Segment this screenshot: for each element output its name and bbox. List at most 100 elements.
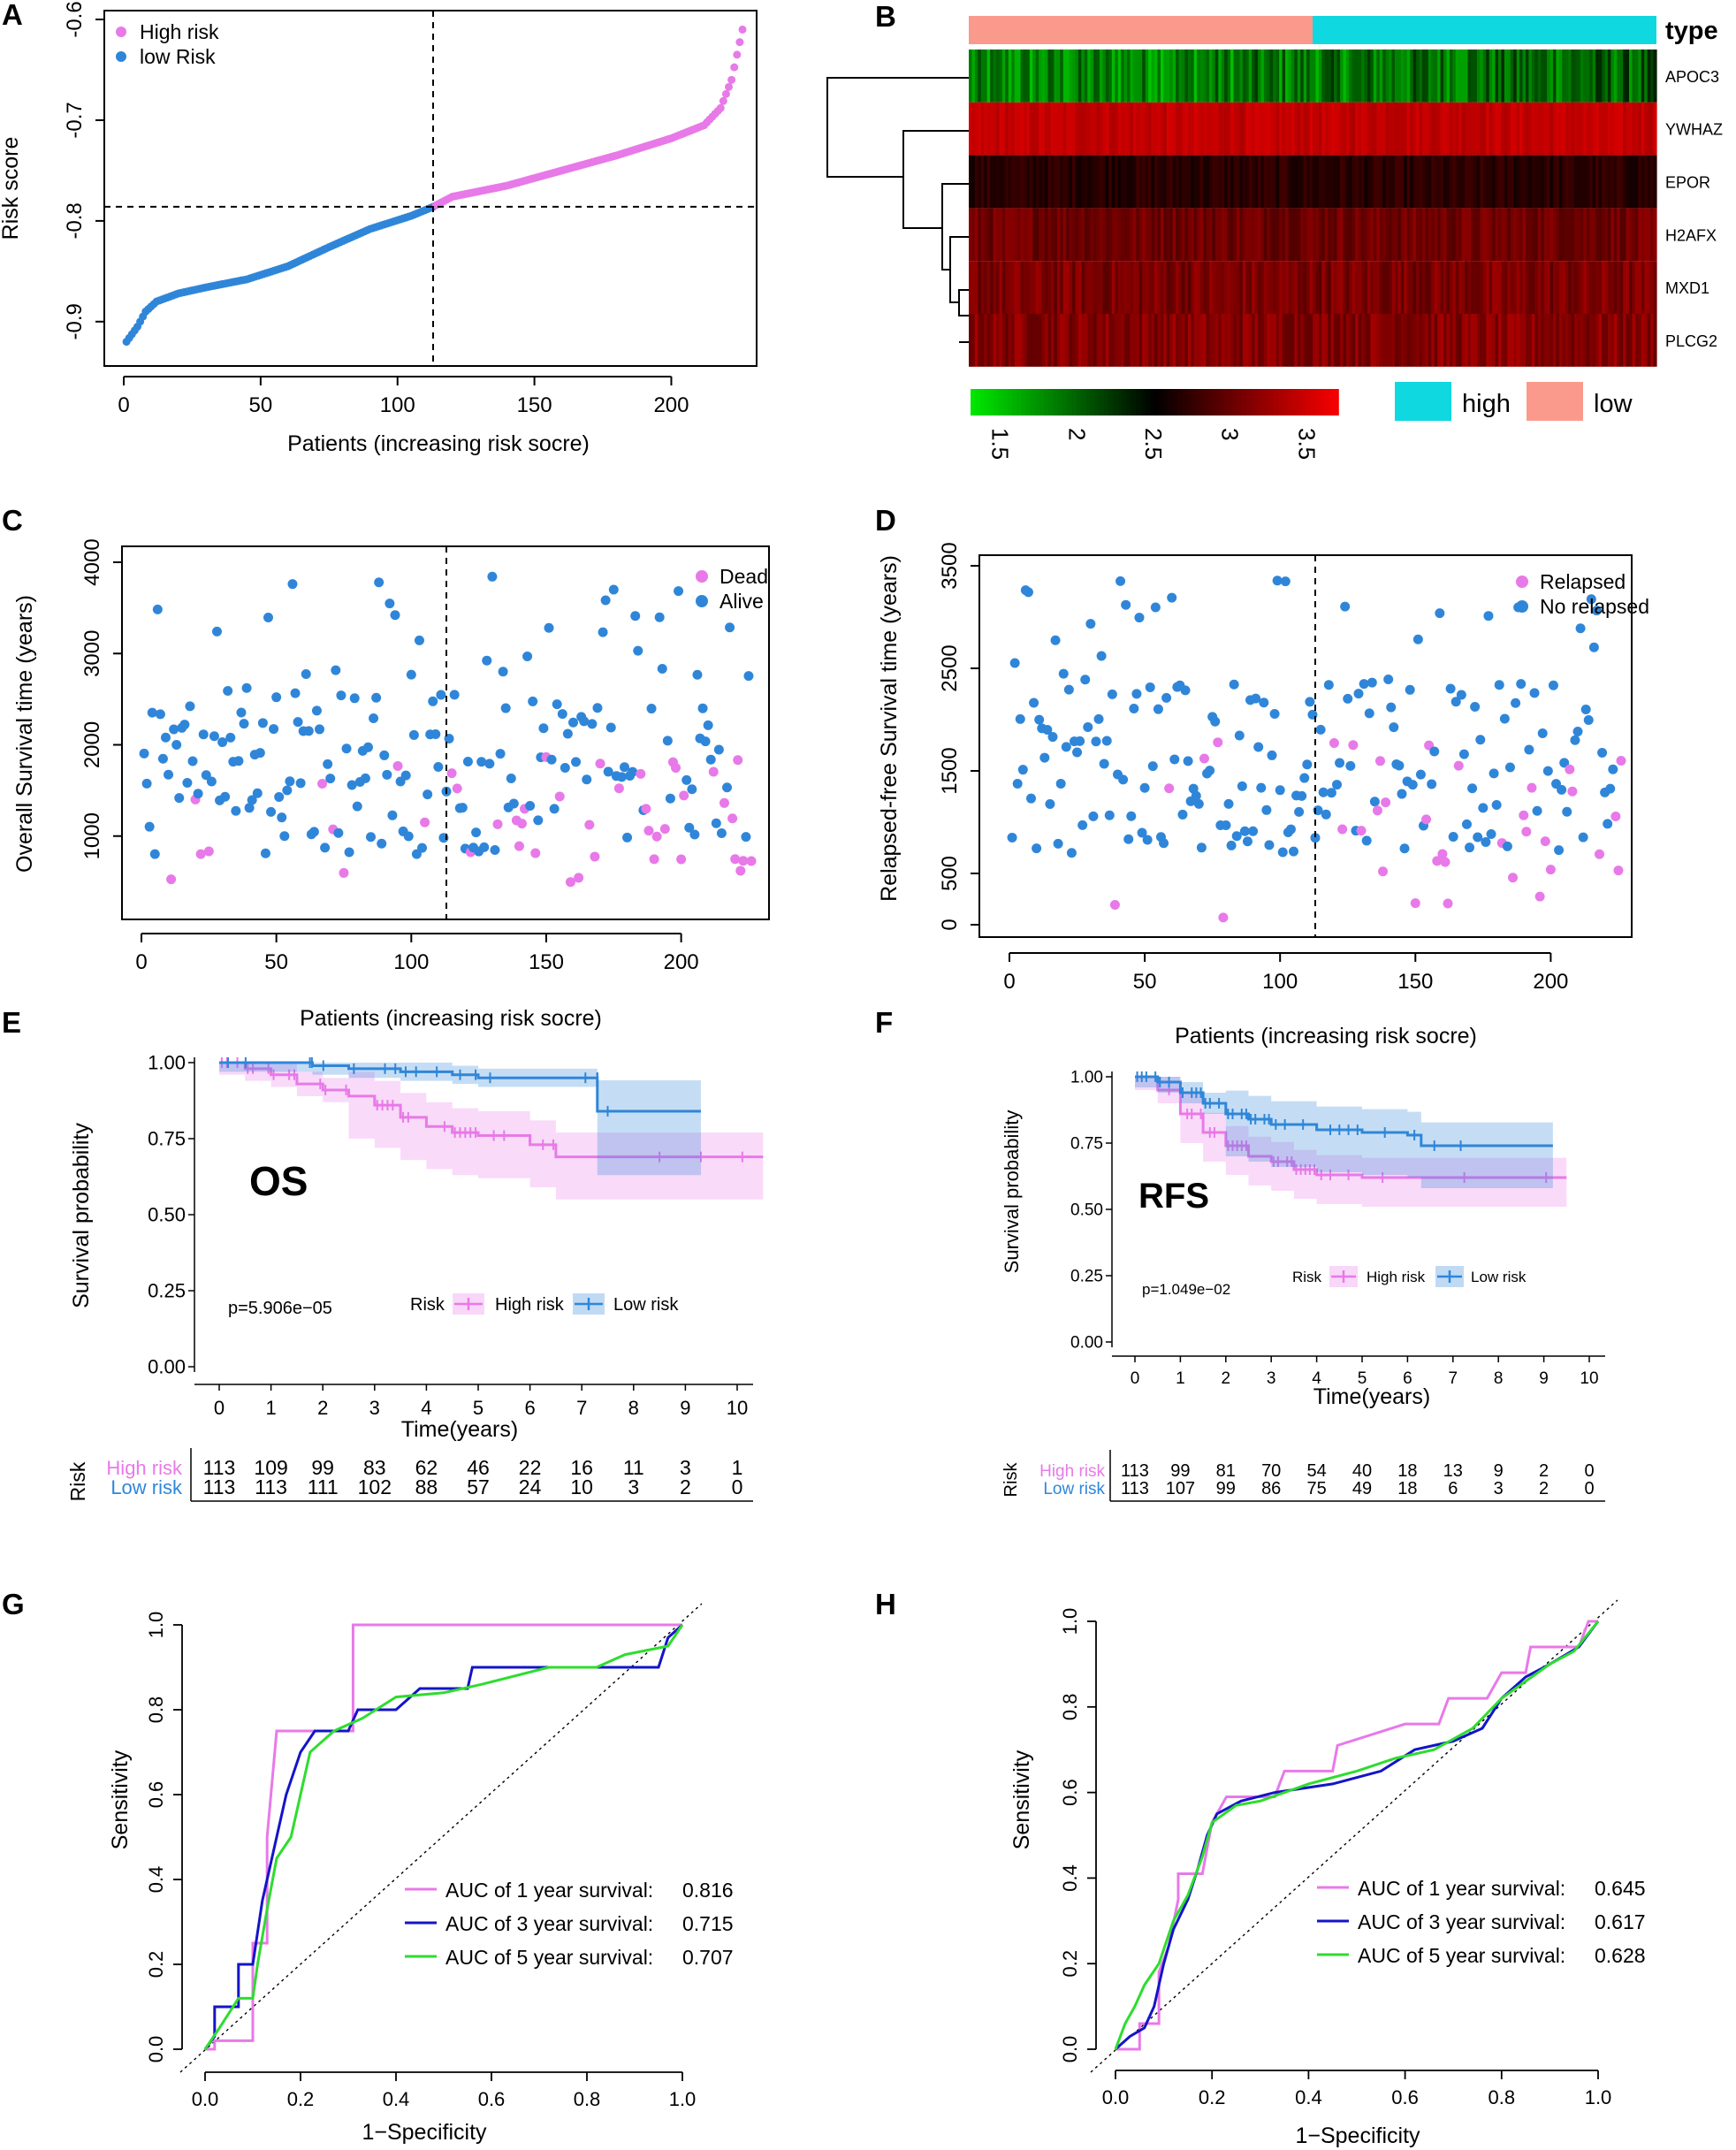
heatmap-cell — [1492, 261, 1496, 314]
censored-point — [1386, 702, 1397, 713]
heatmap-cell — [1318, 314, 1322, 367]
censored-point — [1289, 846, 1299, 857]
heatmap-cell — [1489, 261, 1493, 314]
heatmap-cell — [1428, 50, 1432, 103]
censored-point — [1139, 782, 1150, 793]
censored-point — [349, 693, 360, 704]
risk-table-value: 54 — [1306, 1461, 1326, 1481]
heatmap-cell — [990, 208, 994, 262]
heatmap-cell — [1537, 314, 1542, 367]
heatmap-cell — [1100, 208, 1104, 262]
heatmap-cell — [1565, 314, 1569, 367]
heatmap-cell — [1391, 261, 1396, 314]
y-tick-label: 0.25 — [148, 1279, 186, 1301]
heatmap-cell — [1583, 50, 1588, 103]
heatmap-cell — [1096, 208, 1100, 262]
heatmap-cell — [1142, 261, 1146, 314]
censored-point — [1343, 693, 1353, 704]
heatmap-cell — [1011, 155, 1016, 209]
heatmap-cell — [1273, 314, 1277, 367]
heatmap-cell — [1077, 50, 1082, 103]
heatmap-cell — [1610, 102, 1615, 156]
legend-label-high: high — [1462, 390, 1511, 418]
censored-point — [538, 723, 549, 734]
risk-table-value: 88 — [415, 1475, 438, 1498]
heatmap-cell — [1245, 314, 1250, 367]
heatmap-cell — [1410, 314, 1414, 367]
heatmap-cell — [1397, 208, 1402, 262]
heatmap-cell — [1394, 102, 1398, 156]
risk-point — [738, 25, 747, 34]
heatmap-cell — [1592, 261, 1596, 314]
heatmap-cell — [986, 208, 991, 262]
heatmap-cell — [995, 261, 1001, 314]
legend-auc-3y: AUC of 3 year survival: — [445, 1912, 653, 1935]
heatmap-cell — [1425, 261, 1429, 314]
heatmap-cell — [1269, 102, 1274, 156]
heatmap-cell — [1355, 208, 1359, 262]
heatmap-cell — [1045, 261, 1049, 314]
heatmap-cell — [1534, 102, 1539, 156]
heatmap-cell — [1568, 261, 1572, 314]
censored-point — [1072, 747, 1083, 758]
heatmap-cell — [1252, 261, 1256, 314]
heatmap-cell — [1315, 314, 1320, 367]
y-tick-label: 1.00 — [1070, 1068, 1103, 1086]
censored-point — [295, 778, 306, 789]
heatmap-cell — [1510, 102, 1514, 156]
heatmap-cell — [1473, 314, 1478, 367]
confidence-band — [1135, 1077, 1553, 1188]
heatmap-cell — [1267, 50, 1271, 103]
y-tick-label: 0.2 — [1059, 1950, 1081, 1978]
heatmap-cell — [978, 261, 982, 314]
heatmap-cell — [1041, 261, 1046, 314]
event-point — [636, 768, 646, 779]
censored-point — [657, 664, 667, 675]
heatmap-cell — [1178, 50, 1183, 103]
heatmap-cell — [1525, 50, 1530, 103]
heatmap-cell — [1351, 50, 1356, 103]
event-point — [738, 856, 749, 866]
heatmap-cell — [1410, 208, 1414, 262]
color-scale-step — [1131, 389, 1137, 416]
x-tick-label: 0 — [214, 1397, 225, 1419]
plot-frame — [978, 554, 1633, 938]
censored-point — [484, 759, 495, 769]
heatmap-cell — [1510, 261, 1514, 314]
heatmap-cell — [1547, 261, 1551, 314]
censored-point — [1264, 840, 1275, 850]
heatmap-cell — [1285, 314, 1290, 367]
heatmap-cell — [1197, 314, 1201, 367]
y-tick-label: 4000 — [80, 538, 104, 585]
x-tick-label: 0.0 — [192, 2088, 219, 2110]
heatmap-cell — [1471, 208, 1475, 262]
heatmap-cell — [1507, 102, 1511, 156]
heatmap-cell — [1443, 261, 1448, 314]
heatmap-cell — [1105, 155, 1109, 209]
heatmap-cell — [1102, 50, 1107, 103]
heatmap-cell — [1001, 155, 1006, 209]
heatmap-cell — [1187, 208, 1192, 262]
heatmap-cell — [1224, 261, 1229, 314]
heatmap-cell — [1127, 314, 1131, 367]
heatmap-cell — [1208, 314, 1213, 367]
heatmap-cell — [1513, 208, 1518, 262]
heatmap-cell — [1428, 208, 1432, 262]
heatmap-cell — [1373, 314, 1377, 367]
heatmap-cell — [1400, 50, 1405, 103]
heatmap-cell — [1212, 314, 1216, 367]
color-scale-tick: 3.5 — [1293, 428, 1320, 460]
censored-point — [1450, 697, 1461, 707]
x-tick-label: 0.8 — [574, 2088, 601, 2110]
color-scale-step — [998, 389, 1004, 416]
censored-point — [157, 753, 168, 764]
censored-point — [546, 754, 557, 765]
heatmap-cell — [1461, 261, 1466, 314]
censored-point — [174, 793, 185, 804]
x-tick-label: 1 — [1176, 1369, 1185, 1388]
x-tick-label: 5 — [1358, 1369, 1367, 1388]
heatmap-cell — [1568, 102, 1572, 156]
color-scale-step — [1002, 389, 1009, 416]
